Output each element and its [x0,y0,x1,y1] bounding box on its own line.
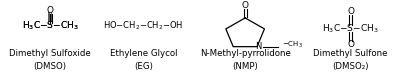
Text: Dimethyl Sulfoxide: Dimethyl Sulfoxide [9,49,91,58]
Text: O: O [46,6,54,15]
Text: HO$-$CH$_2$$-$CH$_2$$-$OH: HO$-$CH$_2$$-$CH$_2$$-$OH [104,20,184,32]
Text: Dimethyl Sulfone: Dimethyl Sulfone [313,49,388,58]
Text: $\||$: $\||$ [46,10,54,23]
Text: O: O [347,41,354,49]
Text: N-Methyl-pyrrolidone: N-Methyl-pyrrolidone [200,49,290,58]
Text: N: N [256,42,262,51]
Text: (DMSO): (DMSO) [34,62,66,71]
Text: $-$CH$_3$: $-$CH$_3$ [282,40,303,50]
Text: H$_3$C$-$S$-$CH$_3$: H$_3$C$-$S$-$CH$_3$ [22,20,78,32]
Text: (NMP): (NMP) [232,62,258,71]
Text: (EG): (EG) [134,62,153,71]
Text: H$_3$C$-$S$-$CH$_3$: H$_3$C$-$S$-$CH$_3$ [322,22,379,35]
Text: (DMSO₂): (DMSO₂) [332,62,369,71]
Text: O: O [347,7,354,16]
Text: Ethylene Glycol: Ethylene Glycol [110,49,178,58]
Text: O: O [242,1,249,10]
Text: H$_3$C$-$S$-$CH$_3$: H$_3$C$-$S$-$CH$_3$ [22,20,78,32]
